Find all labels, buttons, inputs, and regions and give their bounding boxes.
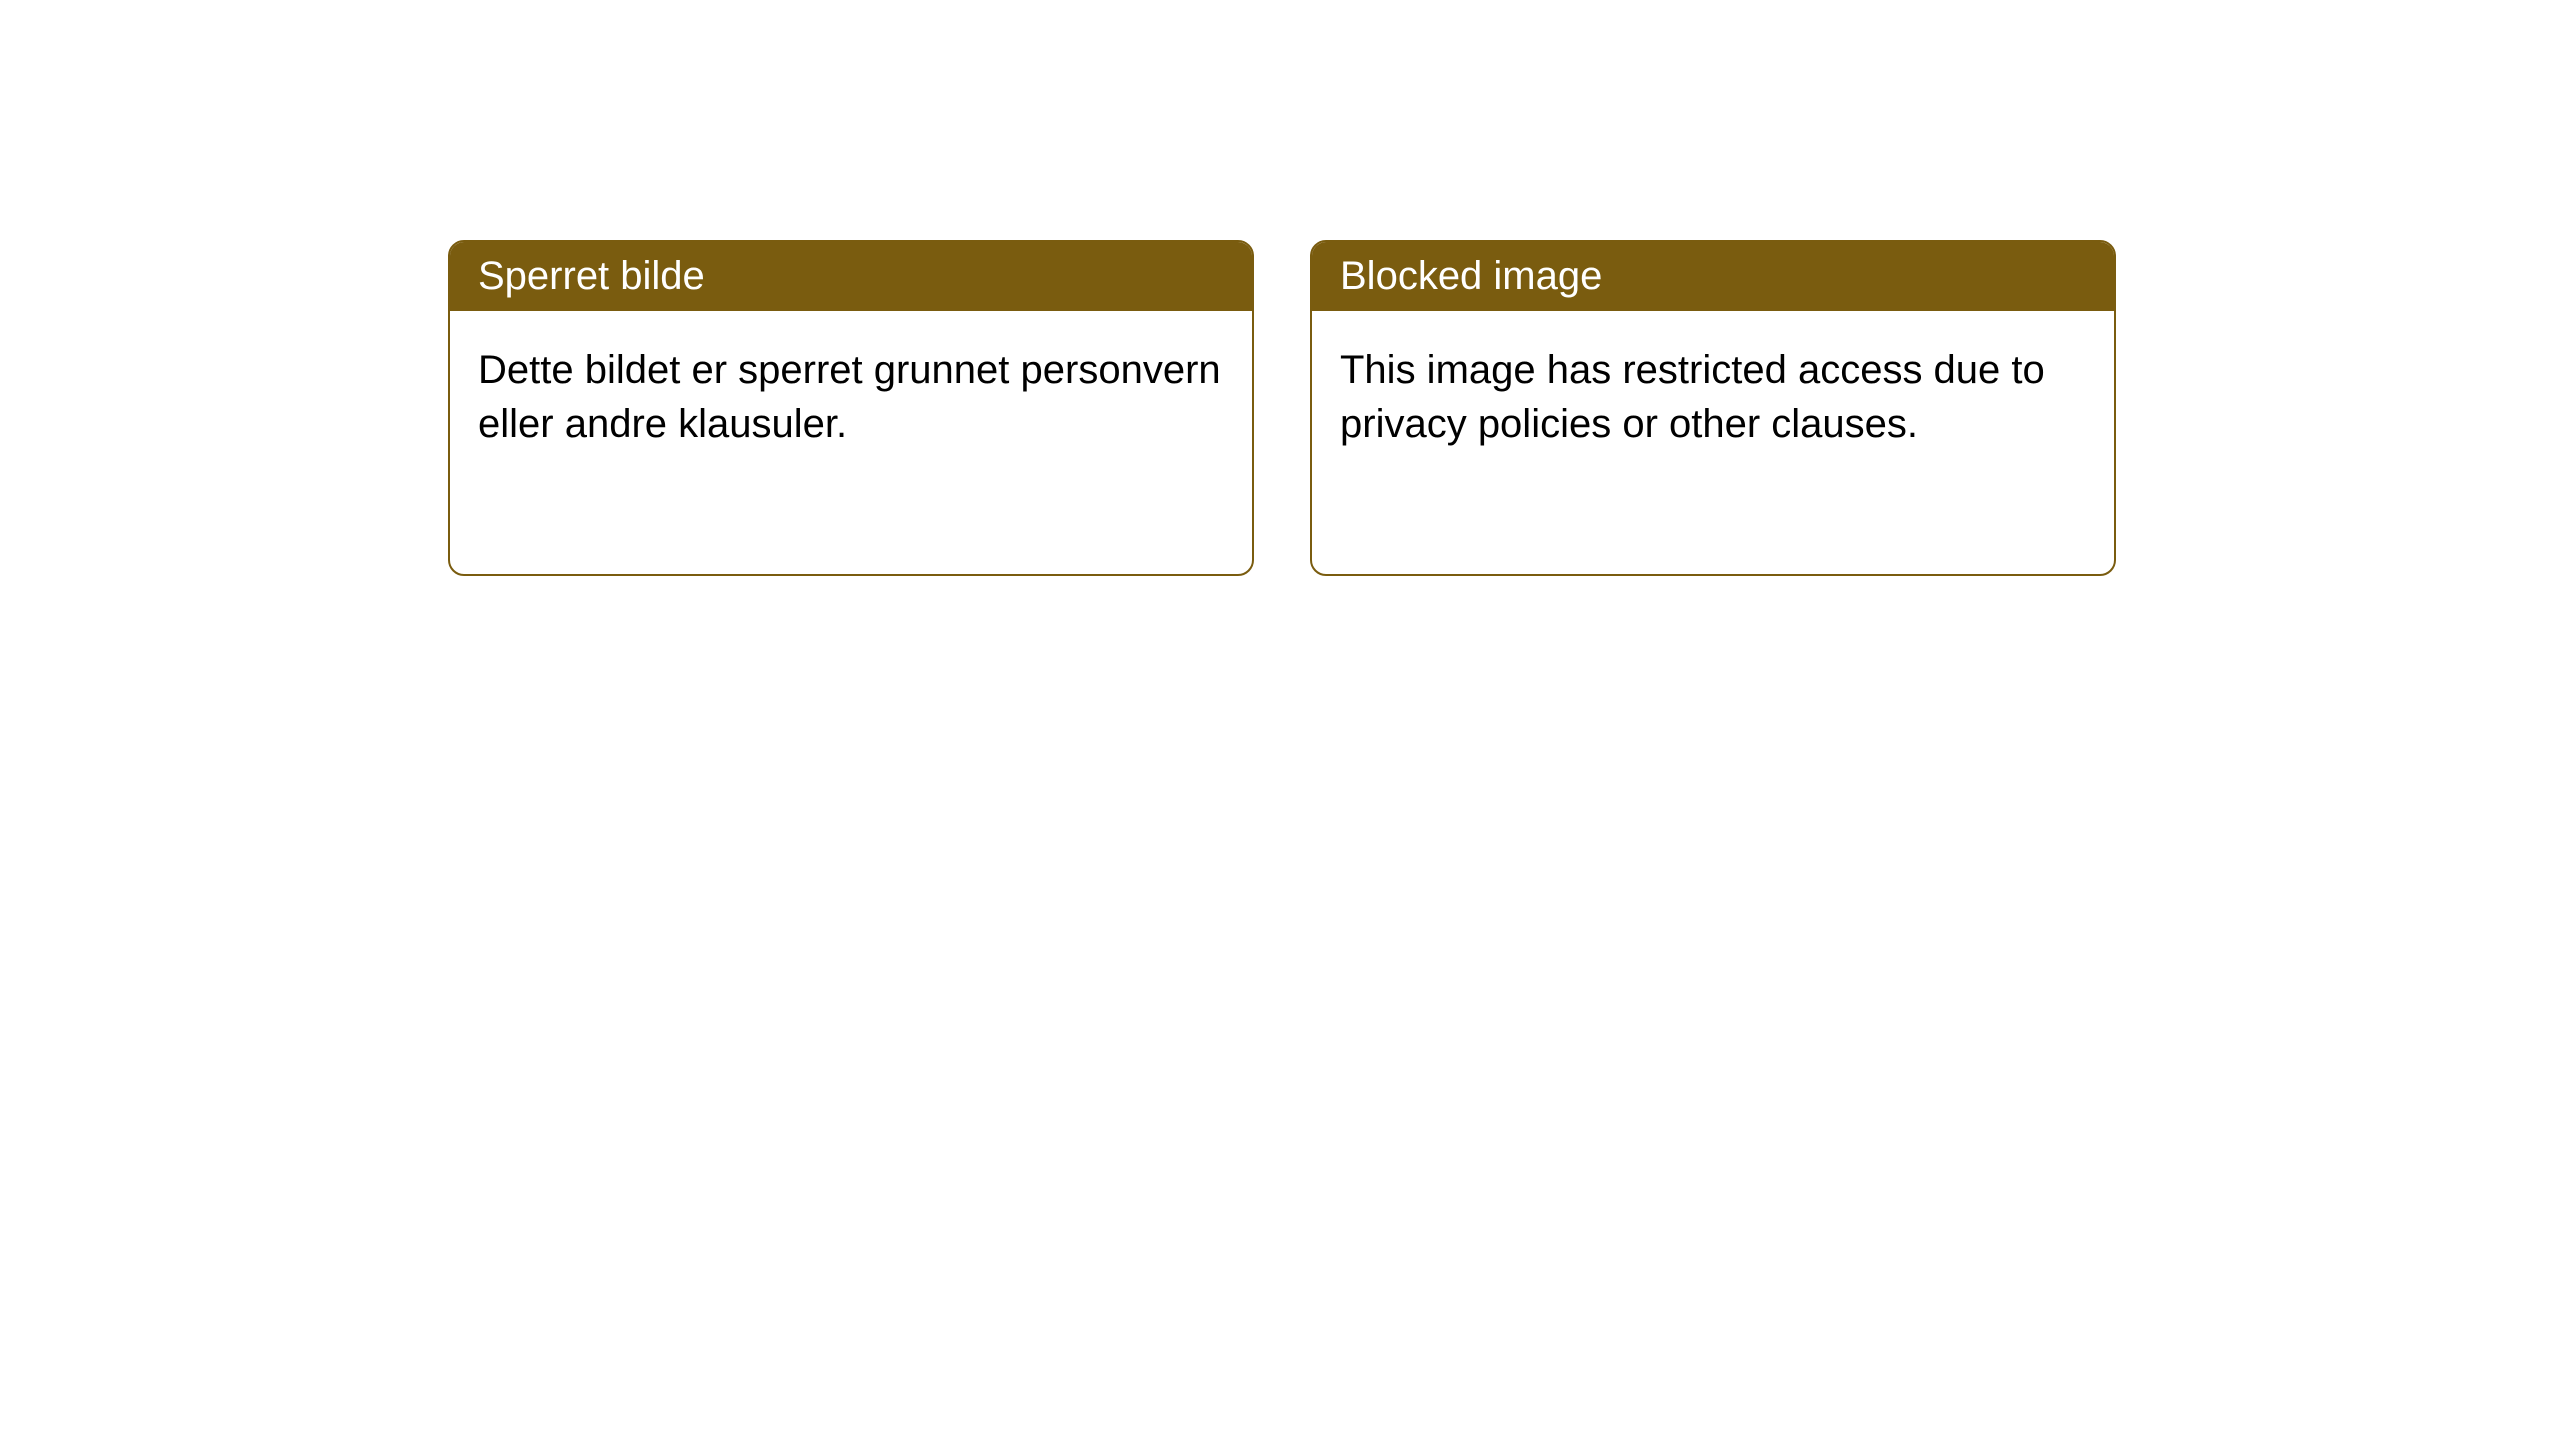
notice-card-english: Blocked image This image has restricted … xyxy=(1310,240,2116,576)
notice-card-norwegian: Sperret bilde Dette bildet er sperret gr… xyxy=(448,240,1254,576)
notice-header-english: Blocked image xyxy=(1312,242,2114,311)
notice-container: Sperret bilde Dette bildet er sperret gr… xyxy=(0,0,2560,576)
notice-body-english: This image has restricted access due to … xyxy=(1312,311,2114,483)
notice-body-norwegian: Dette bildet er sperret grunnet personve… xyxy=(450,311,1252,483)
notice-header-norwegian: Sperret bilde xyxy=(450,242,1252,311)
